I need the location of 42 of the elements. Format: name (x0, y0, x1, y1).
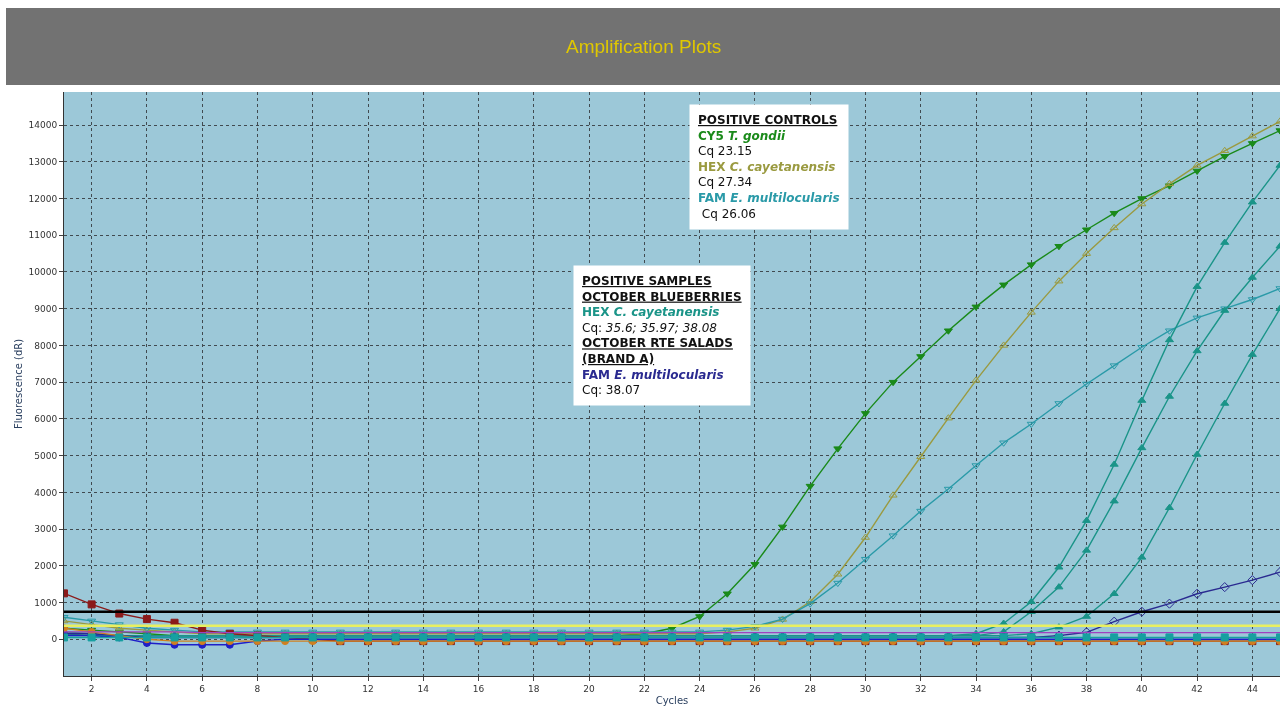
x-tick-label: 4 (144, 683, 151, 694)
y-tick-label: 5000 (34, 450, 58, 461)
y-axis-title: Fluorescence (dR) (12, 338, 24, 430)
y-tick-label: 0 (51, 634, 58, 645)
text: POSITIVE SAMPLES OCTOBER BLUEBERRIES HEX C. cayetanensis Cq: 35.6; 35.97; 38.08 OCTOBER RTE SALADS (BRAND A) FAM E. multilocularis Cq: 38.07 (582, 274, 742, 398)
x-tick-label: 10 (307, 683, 319, 694)
x-tick-label: 24 (693, 683, 706, 694)
x-tick-label: 42 (1191, 683, 1203, 694)
x-tick-label: 16 (472, 683, 485, 694)
y-tick-label: 11000 (28, 230, 58, 241)
y-tick-label: 10000 (28, 267, 58, 278)
text: POSITIVE CONTROLS CY5 T. gondii Cq 23.15 HEX C. cayetanensis Cq 27.34 FAM E. multilocularis Cq 26.06 (698, 113, 840, 221)
x-tick-label: 40 (1136, 683, 1148, 694)
x-tick-label: 12 (362, 683, 374, 694)
x-tick-label: 32 (915, 683, 927, 694)
x-tick-label: 18 (528, 683, 540, 694)
x-tick-label: 2 (88, 683, 95, 694)
x-tick-label: 26 (749, 683, 761, 694)
y-tick-label: 3000 (34, 524, 58, 535)
x-tick-label: 38 (1080, 683, 1093, 694)
y-tick-label: 1000 (34, 597, 58, 608)
y-tick-label: 13000 (28, 156, 58, 167)
x-axis-title: Cycles (655, 695, 689, 707)
x-tick-label: 36 (1025, 683, 1038, 694)
x-tick-label: 28 (804, 683, 817, 694)
x-tick-label: 20 (583, 683, 596, 694)
x-tick-label: 8 (254, 683, 261, 694)
y-tick-label: 6000 (34, 414, 58, 425)
x-tick-label: 22 (638, 683, 651, 694)
y-tick-label: 4000 (34, 487, 58, 498)
y-tick-label: 7000 (34, 377, 58, 388)
y-tick-label: 9000 (34, 303, 58, 314)
y-tick-label: 8000 (34, 340, 58, 351)
y-tick-label: 14000 (28, 120, 58, 131)
x-tick-label: 30 (859, 683, 872, 694)
x-tick-label: 34 (970, 683, 982, 694)
y-tick-label: 2000 (34, 560, 58, 571)
chart-title: Amplification Plots (566, 36, 722, 57)
y-tick-label: 12000 (28, 193, 58, 204)
x-tick-label: 6 (199, 683, 206, 694)
x-tick-label: 44 (1246, 683, 1259, 694)
x-tick-label: 14 (417, 683, 430, 694)
